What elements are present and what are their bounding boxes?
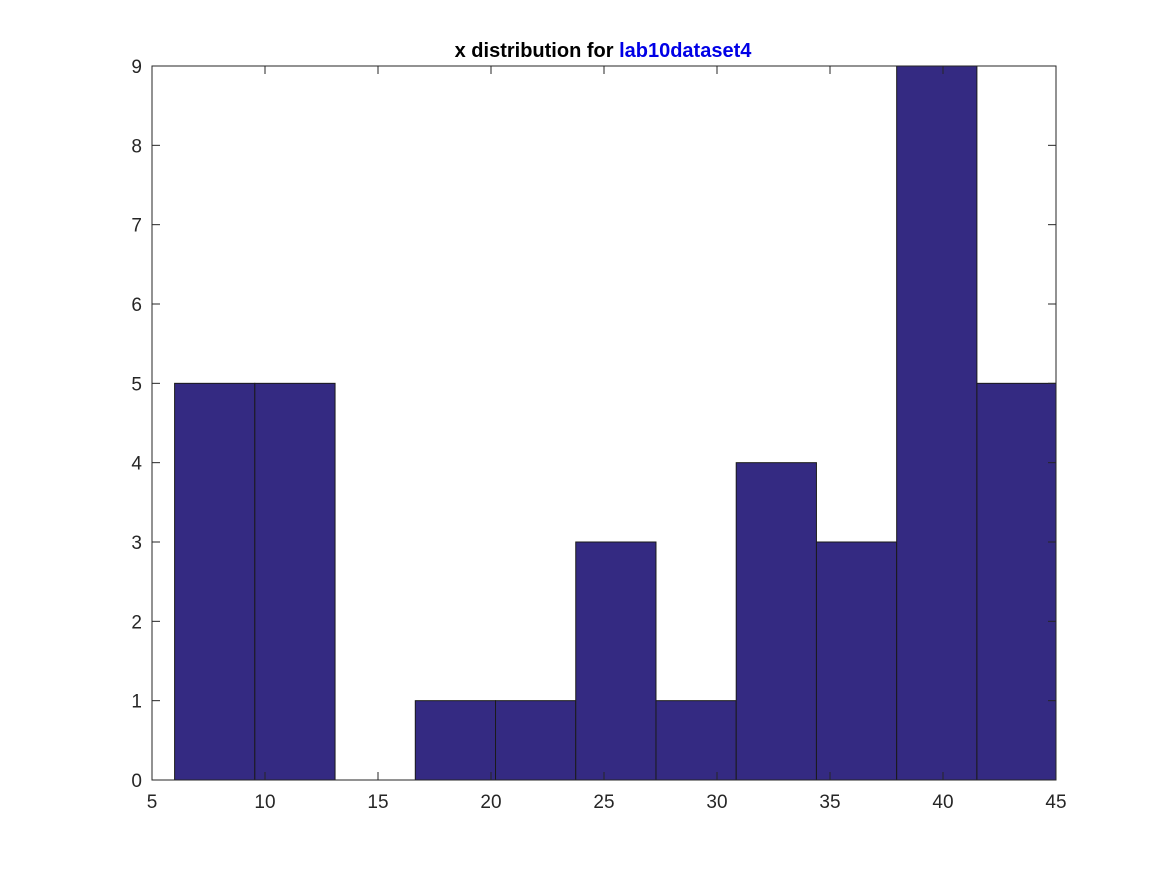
histogram-bar	[575, 541, 657, 781]
y-tick-label: 7	[131, 216, 142, 237]
y-tick-label: 3	[131, 533, 142, 554]
histogram-bar	[896, 65, 978, 781]
x-tick-label: 10	[254, 792, 275, 813]
y-tick-label: 9	[131, 57, 142, 78]
histogram-bar	[414, 700, 497, 781]
x-tick-label: 25	[593, 792, 614, 813]
x-tick-label: 40	[932, 792, 953, 813]
histogram-bar	[174, 382, 256, 781]
x-tick-label: 45	[1045, 792, 1066, 813]
x-tick-label: 15	[367, 792, 388, 813]
y-tick-label: 1	[131, 692, 142, 713]
y-tick-label: 4	[131, 454, 142, 475]
x-tick-label: 30	[706, 792, 727, 813]
histogram-bar	[735, 462, 817, 781]
y-tick-label: 6	[131, 295, 142, 316]
y-tick-label: 0	[131, 771, 142, 792]
y-tick-label: 5	[131, 374, 142, 395]
y-tick-label: 8	[131, 136, 142, 157]
chart-title-dataset-name: lab10dataset4	[619, 40, 752, 62]
chart-title-prefix: x distribution for	[455, 40, 619, 62]
bars-group	[174, 65, 1057, 781]
histogram-bar	[655, 700, 737, 781]
histogram-bar	[254, 382, 336, 781]
chart-title: x distribution for lab10dataset4	[455, 40, 753, 62]
histogram-bar	[976, 382, 1057, 781]
x-tick-label: 20	[480, 792, 501, 813]
x-tick-label: 35	[819, 792, 840, 813]
histogram-bar	[495, 700, 577, 781]
x-tick-label: 5	[147, 792, 158, 813]
y-tick-label: 2	[131, 612, 142, 633]
histogram-bar	[815, 541, 898, 781]
